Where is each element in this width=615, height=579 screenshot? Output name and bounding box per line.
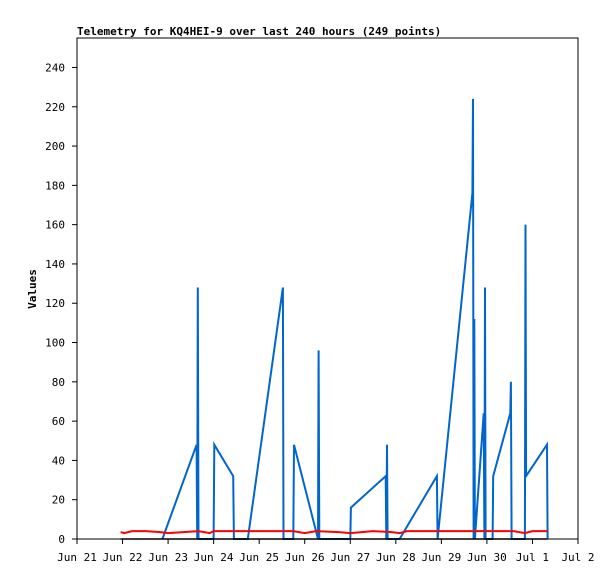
y-tick-label: 160: [45, 219, 65, 232]
x-tick-label: Jun 24: [194, 551, 234, 564]
x-axis-ticks: Jun 21 Jun 22 Jun 23 Jun 24 Jun 25 Jun 26 Jun …: [57, 539, 595, 564]
series-line-2: [120, 530, 548, 535]
x-tick-label: Jun 22: [103, 551, 143, 564]
y-axis-ticks: 0 20 40 60 80 100 120 140 160 180 200 220 240: [45, 61, 77, 546]
y-tick-label: 0: [58, 533, 65, 546]
y-tick-label: 120: [45, 297, 65, 310]
x-tick-label: Jul 2: [561, 551, 594, 564]
y-tick-label: 80: [52, 376, 65, 389]
x-tick-label: Jun 21: [57, 551, 97, 564]
y-tick-label: 40: [52, 454, 65, 467]
x-tick-label: Jul 1: [516, 551, 549, 564]
x-tick-label: Jun 28: [376, 551, 416, 564]
plot-area-frame: [76, 37, 579, 540]
chart-title: Telemetry for KQ4HEI-9 over last 240 hou…: [77, 25, 441, 38]
y-axis-label: Values: [26, 269, 39, 309]
x-tick-label: Jun 27: [330, 551, 370, 564]
series-line-1: [161, 98, 549, 540]
x-tick-label: Jun 25: [239, 551, 279, 564]
x-tick-label: Jun 30: [467, 551, 507, 564]
y-tick-label: 60: [52, 415, 65, 428]
y-tick-label: 240: [45, 61, 65, 74]
y-tick-label: 220: [45, 101, 65, 114]
series-lines: [120, 98, 549, 540]
x-tick-label: Jun 26: [285, 551, 325, 564]
y-tick-label: 100: [45, 337, 65, 350]
y-tick-label: 200: [45, 140, 65, 153]
y-tick-label: 20: [52, 494, 65, 507]
y-tick-label: 180: [45, 179, 65, 192]
y-tick-label: 140: [45, 258, 65, 271]
x-tick-label: Jun 29: [421, 551, 461, 564]
x-tick-label: Jun 23: [148, 551, 188, 564]
